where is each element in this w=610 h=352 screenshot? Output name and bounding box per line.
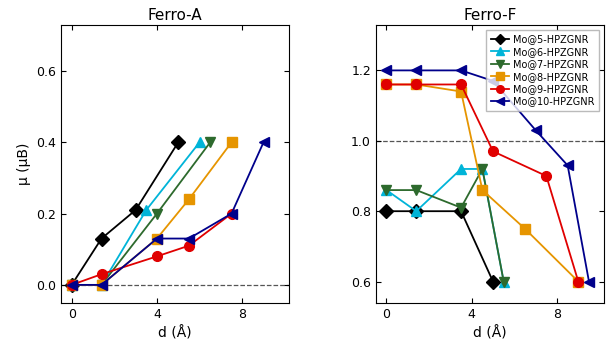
Y-axis label: μ (μB): μ (μB) [16, 143, 30, 185]
X-axis label: d (Å): d (Å) [473, 326, 507, 341]
Title: Ferro-A: Ferro-A [148, 8, 203, 24]
Title: Ferro-F: Ferro-F [463, 8, 517, 24]
X-axis label: d (Å): d (Å) [158, 326, 192, 341]
Legend: Mo@5-HPZGNR, Mo@6-HPZGNR, Mo@7-HPZGNR, Mo@8-HPZGNR, Mo@9-HPZGNR, Mo@10-HPZGNR: Mo@5-HPZGNR, Mo@6-HPZGNR, Mo@7-HPZGNR, M… [486, 30, 599, 111]
